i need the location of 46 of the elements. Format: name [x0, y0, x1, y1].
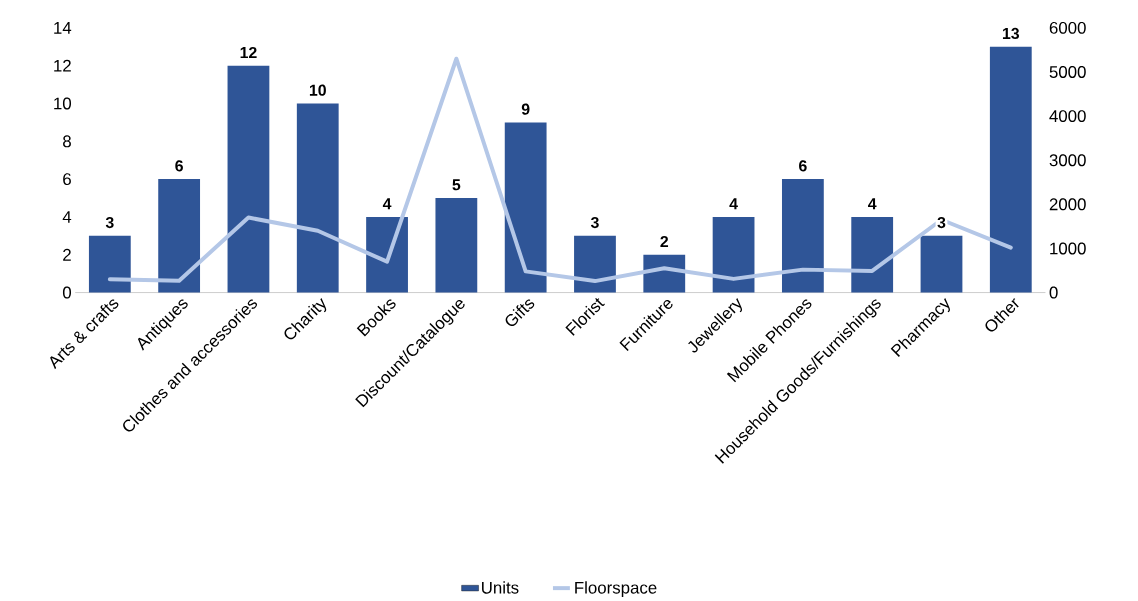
y-tick-label: 12	[54, 59, 71, 72]
y2-tick-label: 4000	[1049, 110, 1086, 123]
legend-label: Floorspace	[575, 581, 657, 597]
y-tick-label: 14	[54, 22, 72, 34]
y2-tick-label: 6000	[1049, 21, 1086, 34]
data-label: 3	[937, 216, 946, 229]
bar	[366, 216, 408, 293]
data-label: 3	[105, 216, 114, 229]
data-label: 12	[240, 46, 257, 58]
bar	[851, 216, 894, 293]
bar	[920, 235, 963, 293]
data-label: 5	[452, 179, 461, 191]
y2-tick-label: 0	[1049, 286, 1058, 299]
y2-tick-label: 2000	[1049, 198, 1086, 211]
bar	[435, 198, 478, 293]
y-tick-label: 0	[62, 286, 72, 299]
data-label: 6	[175, 160, 183, 172]
y-tick-label: 4	[62, 211, 72, 223]
bar	[88, 235, 131, 293]
data-label: 9	[521, 103, 530, 115]
legend-label: Units	[482, 581, 519, 594]
y2-tick-label: 5000	[1049, 65, 1086, 78]
y2-tick-label: 1000	[1050, 242, 1086, 255]
data-label: 3	[590, 216, 599, 229]
data-label: 4	[382, 198, 392, 210]
data-label: 10	[309, 84, 326, 96]
bar	[227, 65, 270, 293]
bar	[504, 122, 547, 293]
bar	[296, 103, 339, 293]
data-label: 4	[729, 198, 738, 210]
line-series	[107, 56, 1013, 284]
data-label: 13	[1002, 27, 1020, 40]
x-tick-label: Gifts	[505, 299, 535, 327]
bar	[158, 179, 201, 293]
y-tick-label: 10	[54, 97, 72, 110]
bar	[781, 179, 824, 293]
data-label: 4	[868, 198, 877, 210]
y-tick-label: 8	[63, 135, 71, 148]
bar	[574, 235, 616, 293]
bar	[989, 46, 1032, 293]
y-tick-label: 2	[63, 248, 71, 261]
data-label: 2	[660, 235, 669, 248]
data-label: 6	[799, 160, 807, 172]
y-tick-label: 6	[63, 173, 71, 186]
bar	[712, 216, 755, 293]
y2-tick-label: 3000	[1049, 154, 1086, 167]
